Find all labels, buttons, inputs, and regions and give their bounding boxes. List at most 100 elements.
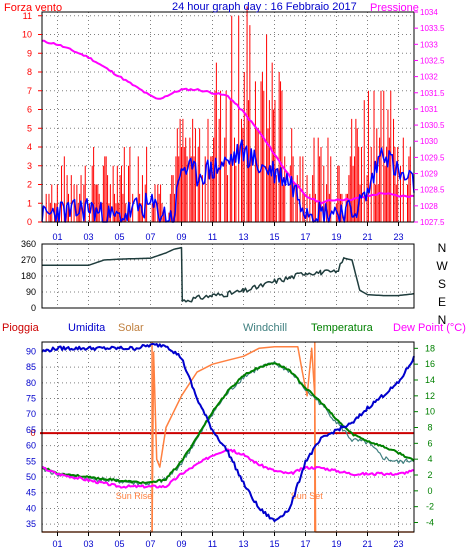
direction-tick-label: 180 <box>21 271 36 281</box>
humidity-tick-label: 55 <box>26 456 36 466</box>
temperature-tick-label: 12 <box>425 391 435 401</box>
legend-temperature: Temperatura <box>311 322 373 334</box>
humidity-tick-label: 85 <box>26 362 36 372</box>
temperature-tick-label: 18 <box>425 343 435 353</box>
legend-windchill: Windchill <box>243 322 288 334</box>
pressure-tick-label: 1033 <box>420 40 438 49</box>
humidity-tick-label: 90 <box>26 346 36 356</box>
compass-label: E <box>438 295 446 309</box>
hour-tick-label: 17 <box>300 539 310 549</box>
humidity-tick-label: 75 <box>26 394 36 404</box>
pressure-axis-title: Pressione <box>370 2 419 14</box>
pressure-tick-label: 1028 <box>420 202 438 211</box>
temperature-tick-label: -4 <box>426 518 434 528</box>
humidity-tick-label: 70 <box>26 409 36 419</box>
pressure-tick-label: 1029 <box>420 170 438 179</box>
humidity-tick-label: 50 <box>26 472 36 482</box>
legend-humidity: Umidita <box>68 322 106 334</box>
humidity-tick-label: 60 <box>26 441 36 451</box>
temperature-tick-label: 4 <box>427 454 432 464</box>
pressure-tick-label: 1032.5 <box>420 56 445 65</box>
hour-tick-label: 07 <box>145 232 155 242</box>
hour-tick-label: 13 <box>238 539 248 549</box>
hour-tick-label: 09 <box>176 539 186 549</box>
sunrise-label: Sun Rise <box>116 491 153 501</box>
hour-tick-label: 13 <box>238 232 248 242</box>
compass-label: S <box>438 277 446 291</box>
legend-rain: Pioggia <box>2 322 39 334</box>
temperature-line <box>41 362 415 485</box>
hour-tick-label: 17 <box>300 232 310 242</box>
wind-tick-label: 0 <box>27 217 32 227</box>
hour-tick-label: 21 <box>362 232 372 242</box>
temperature-tick-label: 0 <box>427 486 432 496</box>
wind-tick-label: 3 <box>27 161 32 171</box>
temperature-tick-label: 14 <box>425 375 435 385</box>
pressure-tick-label: 1031 <box>420 105 438 114</box>
wind-tick-label: 7 <box>27 86 32 96</box>
wind-tick-label: 8 <box>27 67 32 77</box>
direction-tick-label: 90 <box>26 287 36 297</box>
hour-tick-label: 15 <box>269 539 279 549</box>
hour-tick-label: 11 <box>208 232 217 242</box>
compass-label: N <box>438 313 447 327</box>
temperature-tick-label: 16 <box>425 359 435 369</box>
pressure-line <box>42 39 415 205</box>
hour-tick-label: 11 <box>208 539 217 549</box>
direction-tick-label: 0 <box>31 303 36 313</box>
humidity-tick-label: 35 <box>26 519 36 529</box>
compass-label: W <box>436 259 448 273</box>
hour-tick-label: 03 <box>83 232 93 242</box>
wind-pressure-panel: 012345678910111027.510281028.510291029.5… <box>22 6 445 242</box>
pressure-tick-label: 1027.5 <box>420 218 445 227</box>
temperature-tick-label: 8 <box>427 423 432 433</box>
humidity-tick-label: 40 <box>26 503 36 513</box>
hour-tick-label: 09 <box>176 232 186 242</box>
temperature-tick-label: -2 <box>426 502 434 512</box>
legend-solar: Solar <box>118 322 144 334</box>
pressure-tick-label: 1032 <box>420 73 438 82</box>
windchill-line <box>41 360 415 486</box>
hour-tick-label: 21 <box>362 539 372 549</box>
pressure-tick-label: 1033.5 <box>420 24 445 33</box>
temp-plot-frame <box>41 341 415 533</box>
wind-plot-frame <box>41 11 415 223</box>
sunset-label: Sun Set <box>291 491 324 501</box>
hour-tick-label: 19 <box>331 232 341 242</box>
pressure-tick-label: 1031.5 <box>420 89 445 98</box>
direction-tick-label: 270 <box>21 255 36 265</box>
pressure-tick-label: 1028.5 <box>420 186 445 195</box>
direction-plot-frame <box>41 243 415 309</box>
hour-tick-label: 01 <box>52 232 62 242</box>
hour-tick-label: 23 <box>393 232 403 242</box>
hour-tick-label: 23 <box>393 539 403 549</box>
legend-dew-point: Dew Point (°C) <box>393 322 466 334</box>
hour-tick-label: 05 <box>114 539 124 549</box>
chart-title: 24 hour graph day : 16 Febbraio 2017 <box>172 1 357 13</box>
direction-tick-label: 360 <box>21 239 36 249</box>
wind-tick-label: 11 <box>23 11 32 21</box>
dew-point-line <box>41 448 415 489</box>
temperature-humidity-panel: 0 Sun Rise Sun Set 35 40 45 50 55 60 65 70 75 80 85 90… <box>26 341 435 549</box>
wind-tick-label: 2 <box>27 180 32 190</box>
temperature-tick-label: 6 <box>427 438 432 448</box>
wind-axis-title: Forza vento <box>4 2 63 14</box>
hour-tick-label: 19 <box>331 539 341 549</box>
humidity-tick-label: 65 <box>26 425 36 435</box>
temperature-tick-label: 10 <box>425 407 435 417</box>
wind-direction-line <box>42 246 415 303</box>
hour-tick-label: 15 <box>269 232 279 242</box>
wind-tick-label: 4 <box>27 142 32 152</box>
humidity-tick-label: 45 <box>26 488 36 498</box>
pressure-tick-label: 1034 <box>420 8 438 17</box>
wind-tick-label: 9 <box>27 48 32 58</box>
humidity-line <box>41 343 415 522</box>
hour-tick-label: 03 <box>83 539 93 549</box>
wind-tick-label: 5 <box>27 123 32 133</box>
compass-label: N <box>438 241 447 255</box>
pressure-tick-label: 1029.5 <box>420 153 445 162</box>
humidity-tick-label: 80 <box>26 378 36 388</box>
